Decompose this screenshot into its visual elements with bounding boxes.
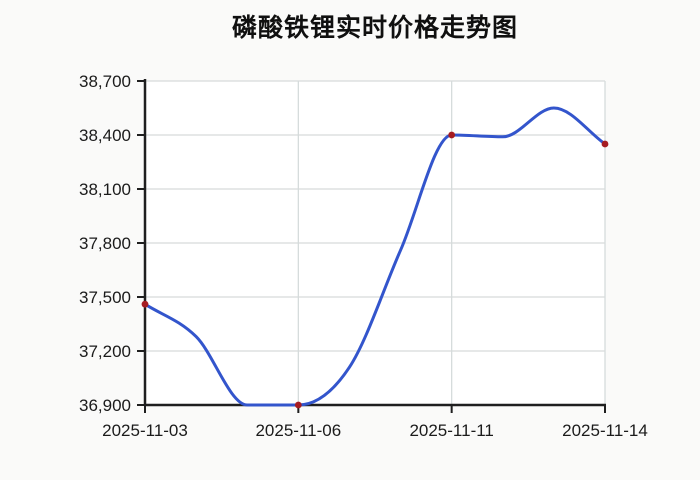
data-point-marker — [141, 300, 149, 308]
x-tick-label: 2025-11-14 — [562, 421, 648, 440]
x-tick-label: 2025-11-03 — [102, 421, 188, 440]
y-tick-label: 37,200 — [79, 342, 131, 361]
x-tick-label: 2025-11-11 — [409, 421, 493, 440]
y-tick-label: 37,800 — [79, 234, 131, 253]
y-tick-label: 37,500 — [79, 288, 131, 307]
chart-title: 磷酸铁锂实时价格走势图 — [231, 15, 518, 42]
data-point-marker — [601, 140, 609, 148]
x-tick-label: 2025-11-06 — [255, 421, 341, 440]
y-tick-label: 38,700 — [79, 72, 131, 91]
y-tick-label: 38,400 — [79, 126, 131, 145]
data-point-marker — [448, 131, 456, 139]
price-line — [143, 106, 607, 407]
y-tick-label: 38,100 — [79, 180, 131, 199]
data-point-marker — [294, 401, 302, 409]
y-tick-label: 36,900 — [79, 396, 131, 415]
